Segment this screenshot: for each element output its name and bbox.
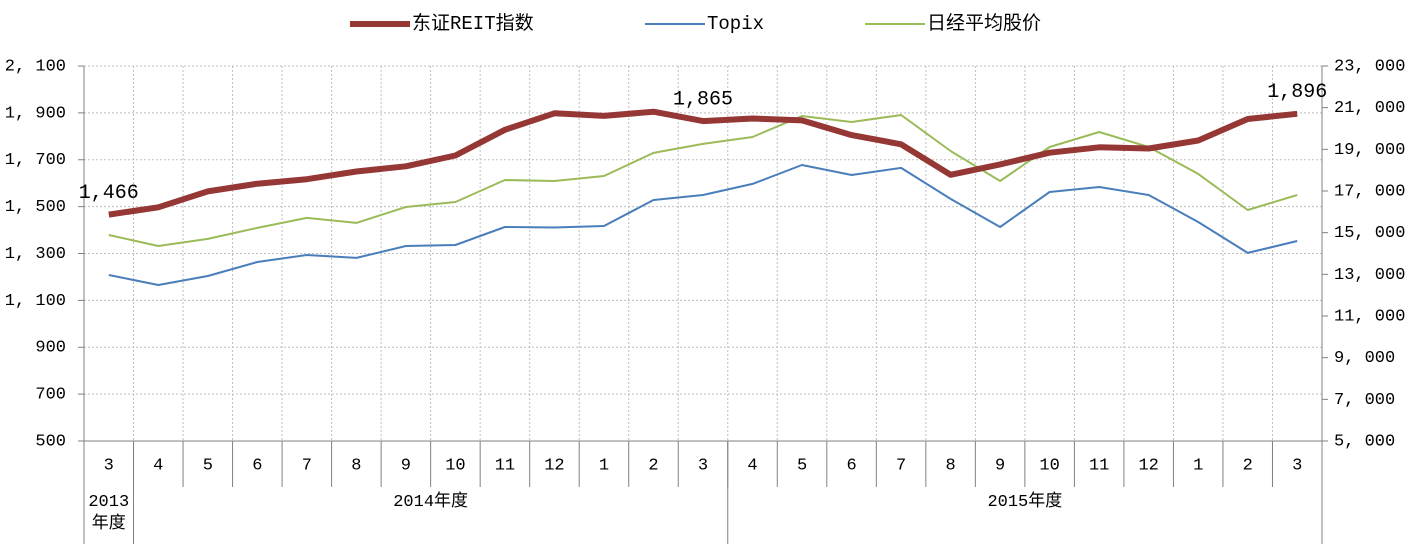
x-tick-label: 7 bbox=[896, 456, 906, 475]
y2-tick-label: 23, 000 bbox=[1334, 57, 1405, 76]
y-tick-label: 1, 500 bbox=[5, 198, 66, 217]
series-line bbox=[108, 114, 1298, 247]
x-tick-label: 4 bbox=[747, 456, 757, 475]
series-line bbox=[108, 164, 1298, 286]
x-tick-label: 8 bbox=[945, 456, 955, 475]
legend-label: Topix bbox=[707, 13, 764, 35]
y-tick-label: 1, 700 bbox=[5, 151, 66, 170]
y2-tick-label: 19, 000 bbox=[1334, 141, 1405, 160]
x-tick-label: 3 bbox=[698, 456, 708, 475]
y2-tick-label: 13, 000 bbox=[1334, 266, 1405, 285]
x-tick-label: 6 bbox=[252, 456, 262, 475]
y2-tick-label: 17, 000 bbox=[1334, 182, 1405, 201]
y-tick-label: 700 bbox=[35, 386, 66, 405]
x-tick-label: 9 bbox=[995, 456, 1005, 475]
group-label: 2015年度 bbox=[987, 493, 1063, 512]
group-label: 2013年度 bbox=[88, 493, 130, 534]
x-tick-label: 7 bbox=[302, 456, 312, 475]
x-tick-label: 2 bbox=[1243, 456, 1253, 475]
x-tick-label: 1 bbox=[1193, 456, 1203, 475]
x-tick-label: 4 bbox=[153, 456, 163, 475]
y-tick-label: 1, 300 bbox=[5, 245, 66, 264]
y-tick-label: 2, 100 bbox=[5, 57, 66, 76]
x-tick-label: 5 bbox=[797, 456, 807, 475]
y2-tick-label: 9, 000 bbox=[1334, 349, 1395, 368]
series-line bbox=[108, 108, 1298, 218]
y2-tick-label: 15, 000 bbox=[1334, 224, 1405, 243]
x-tick-label: 11 bbox=[495, 456, 515, 475]
legend-label: 东证REIT指数 bbox=[412, 12, 534, 35]
x-tick-label: 9 bbox=[401, 456, 411, 475]
x-tick-label: 5 bbox=[203, 456, 213, 475]
legend-label: 日经平均股价 bbox=[927, 12, 1041, 35]
y2-tick-label: 7, 000 bbox=[1334, 391, 1395, 410]
x-tick-label: 12 bbox=[544, 456, 564, 475]
y-tick-label: 1, 900 bbox=[5, 104, 66, 123]
group-label: 2014年度 bbox=[393, 493, 469, 512]
y-tick-label: 900 bbox=[35, 339, 66, 358]
x-tick-label: 1 bbox=[599, 456, 609, 475]
x-tick-label: 11 bbox=[1089, 456, 1109, 475]
x-tick-label: 8 bbox=[351, 456, 361, 475]
x-tick-label: 6 bbox=[846, 456, 856, 475]
x-tick-label: 10 bbox=[445, 456, 465, 475]
y2-tick-label: 21, 000 bbox=[1334, 99, 1405, 118]
x-tick-label: 12 bbox=[1138, 456, 1158, 475]
data-label: 1,896 bbox=[1267, 81, 1327, 104]
data-label: 1,466 bbox=[79, 182, 139, 205]
y2-tick-label: 11, 000 bbox=[1334, 307, 1405, 326]
y-tick-label: 1, 100 bbox=[5, 292, 66, 311]
y-tick-label: 500 bbox=[35, 432, 66, 451]
x-tick-label: 3 bbox=[104, 456, 114, 475]
data-label: 1,865 bbox=[673, 88, 733, 111]
x-tick-label: 2 bbox=[648, 456, 658, 475]
x-tick-label: 3 bbox=[1292, 456, 1302, 475]
x-tick-label: 10 bbox=[1039, 456, 1059, 475]
y2-tick-label: 5, 000 bbox=[1334, 432, 1395, 451]
